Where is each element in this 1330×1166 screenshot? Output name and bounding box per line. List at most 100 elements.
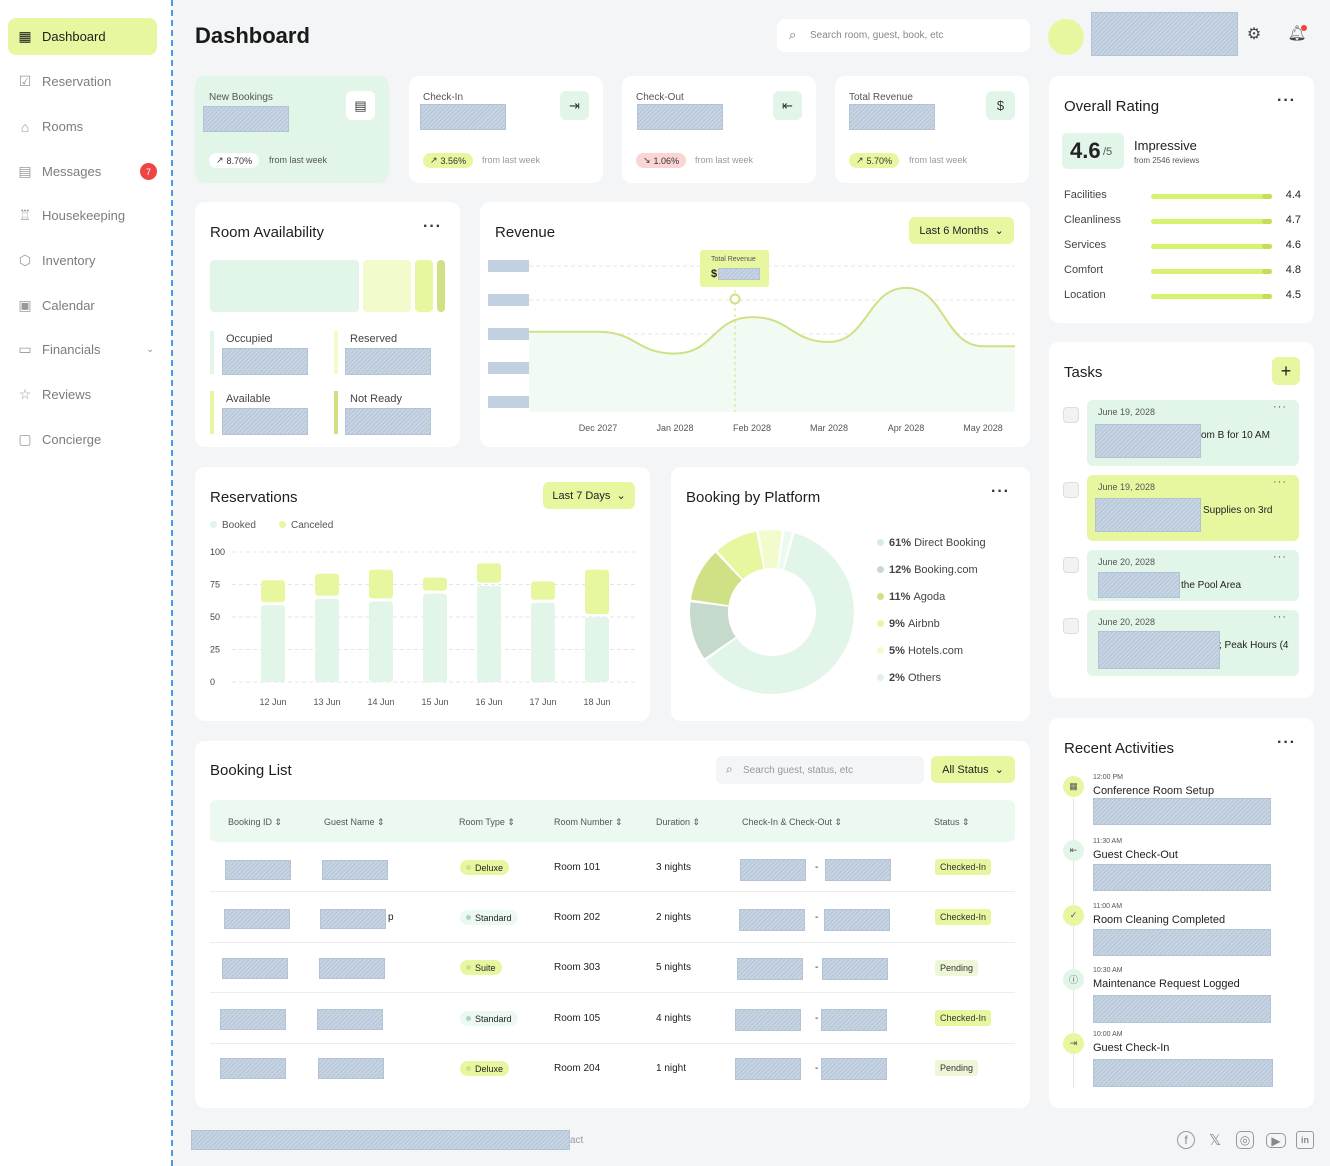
search-icon: ⌕ — [789, 27, 797, 42]
room-availability-card: Room Availability ··· Occupied Reserved … — [195, 202, 460, 447]
col-room-type[interactable]: Room Type ⇕ — [459, 817, 515, 827]
task-checkbox[interactable] — [1063, 407, 1079, 423]
rating-row-facilities: Facilities 4.4 — [1064, 189, 1301, 201]
bar-canceled — [477, 563, 501, 583]
sidebar-item-calendar[interactable]: ▣ Calendar — [8, 287, 157, 324]
change-chip: ↘ 1.06% — [636, 153, 687, 168]
revenue-card: Revenue Last 6 Months ⌄ Dec 2027 Jan 2028 F… — [480, 202, 1030, 447]
user-name-redacted — [1091, 12, 1238, 56]
rating-row-comfort: Comfort 4.8 — [1064, 264, 1301, 276]
sidebar-item-messages[interactable]: ▤ Messages 7 — [8, 153, 157, 190]
instagram-icon[interactable]: ◎ — [1236, 1131, 1254, 1149]
pie-slice — [778, 530, 792, 570]
change-chip: ↗ 5.70% — [849, 153, 900, 168]
sidebar-item-reviews[interactable]: ☆ Reviews — [8, 376, 157, 413]
status-badge: Checked-In — [935, 1010, 992, 1026]
available-bar — [415, 260, 433, 312]
sidebar-item-inventory[interactable]: ⬡ Inventory — [8, 242, 157, 279]
status-badge: Checked-In — [935, 909, 992, 925]
chevron-down-icon[interactable]: ⌄ — [146, 344, 155, 355]
status-badge: Checked-In — [935, 859, 992, 875]
chevron-down-icon: ⌄ — [994, 225, 1004, 237]
task-checkbox[interactable] — [1063, 618, 1079, 634]
avatar[interactable] — [1048, 19, 1084, 55]
more-icon[interactable]: ··· — [1277, 734, 1296, 751]
stat-card-new-bookings: New Bookings ▤ ↗ 8.70% from last week — [195, 76, 389, 183]
status-filter-dropdown[interactable]: All Status ⌄ — [931, 756, 1015, 783]
trend-up-icon: ↗ — [856, 155, 864, 165]
youtube-icon[interactable]: ▶ — [1266, 1133, 1286, 1148]
bell-icon[interactable]: 🔔︎ — [1287, 25, 1307, 42]
more-icon[interactable]: ··· — [1277, 92, 1296, 109]
x-tick-label: Dec 2027 — [579, 423, 618, 433]
col-check-in-out[interactable]: Check-In & Check-Out ⇕ — [742, 817, 843, 827]
x-tick-label: 13 Jun — [313, 697, 340, 707]
reserved-bar — [363, 260, 411, 312]
more-icon: ··· — [1273, 476, 1287, 488]
col-booking-id[interactable]: Booking ID ⇕ — [228, 817, 283, 827]
bar-booked — [423, 593, 447, 682]
rating-row-location: Location 4.5 — [1064, 289, 1301, 301]
pie-slice — [758, 530, 782, 569]
overall-rating-card: Overall Rating ··· 4.6 /5 Impressive fro… — [1049, 76, 1314, 323]
col-duration[interactable]: Duration ⇕ — [656, 817, 701, 827]
revenue-tooltip: Total Revenue $ — [700, 250, 769, 287]
task-item[interactable]: June 20, 2028 ··· ; Peak Hours (4 — [1087, 610, 1299, 676]
legend-pct: 11% — [889, 591, 914, 603]
sidebar-item-dashboard[interactable]: ▦ Dashboard — [8, 18, 157, 55]
bar-canceled — [585, 569, 609, 614]
y-tick-label: 0 — [210, 677, 215, 687]
hover-point — [729, 293, 741, 305]
task-item[interactable]: June 19, 2028 ··· Supplies on 3rd — [1087, 475, 1299, 541]
legend-pct: 9% — [889, 618, 908, 630]
facebook-icon[interactable]: f — [1177, 1131, 1195, 1149]
linkedin-icon[interactable]: in — [1296, 1131, 1314, 1149]
legend-item: 2% Others — [877, 672, 941, 684]
gear-icon[interactable]: ⚙ — [1246, 26, 1262, 43]
x-tick-label: 17 Jun — [529, 697, 556, 707]
more-icon: ··· — [1273, 401, 1287, 413]
change-chip: ↗ 3.56% — [423, 153, 474, 168]
dollar-icon: $ — [986, 91, 1015, 120]
more-icon[interactable]: ··· — [991, 483, 1010, 500]
y-tick-redacted — [488, 328, 529, 340]
sidebar-item-financials[interactable]: ▭ Financials ⌄ — [8, 331, 157, 368]
reservations-chart: 100 75 50 25 0 12 Jun 13 Jun 14 Jun 15 Jun 16 Jun… — [210, 547, 635, 707]
sidebar-item-concierge[interactable]: ▢ Concierge — [8, 421, 157, 458]
task-checkbox[interactable] — [1063, 557, 1079, 573]
pie-slice — [690, 552, 742, 606]
bar-canceled — [369, 569, 393, 599]
enter-icon: ⇥ — [1063, 1033, 1084, 1054]
col-guest-name[interactable]: Guest Name ⇕ — [324, 817, 385, 827]
sidebar-item-rooms[interactable]: ⌂ Rooms — [8, 108, 157, 145]
x-tick-label: Feb 2028 — [733, 423, 771, 433]
tasks-card: Tasks + June 19, 2028 ··· om B for 10 AM … — [1049, 342, 1314, 698]
add-task-button[interactable]: + — [1272, 357, 1300, 385]
x-icon[interactable]: 𝕏 — [1208, 1132, 1222, 1149]
sidebar: ▦ Dashboard ☑ Reservation ⌂ Rooms ▤ Messages… — [0, 0, 172, 1166]
bar-booked — [315, 598, 339, 682]
sidebar-item-housekeeping[interactable]: ♖ Housekeeping — [8, 197, 157, 234]
box-icon: ⬡ — [18, 252, 32, 268]
col-status[interactable]: Status ⇕ — [934, 817, 970, 827]
y-tick-redacted — [488, 260, 529, 272]
x-tick-label: 14 Jun — [367, 697, 394, 707]
table-row-room-type: Deluxe — [460, 1061, 510, 1076]
revenue-range-dropdown[interactable]: Last 6 Months ⌄ — [909, 217, 1014, 244]
plus-icon: + — [1280, 360, 1292, 381]
activity-timeline — [1073, 798, 1074, 1088]
booking-search-input[interactable]: ⌕ Search guest, status, etc — [716, 756, 924, 784]
chevron-down-icon: ⌄ — [616, 490, 626, 502]
task-checkbox[interactable] — [1063, 482, 1079, 498]
search-input[interactable]: ⌕ Search room, guest, book, etc — [777, 19, 1030, 52]
task-item[interactable]: June 19, 2028 ··· om B for 10 AM — [1087, 400, 1299, 466]
y-tick-redacted — [488, 396, 529, 408]
col-room-number[interactable]: Room Number ⇕ — [554, 817, 623, 827]
legend-name: Hotels.com — [907, 645, 963, 657]
more-icon[interactable]: ··· — [423, 218, 442, 235]
reservations-range-dropdown[interactable]: Last 7 Days ⌄ — [543, 482, 635, 509]
legend-name: Others — [907, 672, 941, 684]
task-item[interactable]: June 20, 2028 ··· the Pool Area — [1087, 550, 1299, 601]
sidebar-item-reservation[interactable]: ☑ Reservation — [8, 63, 157, 100]
bar-booked — [261, 605, 285, 682]
